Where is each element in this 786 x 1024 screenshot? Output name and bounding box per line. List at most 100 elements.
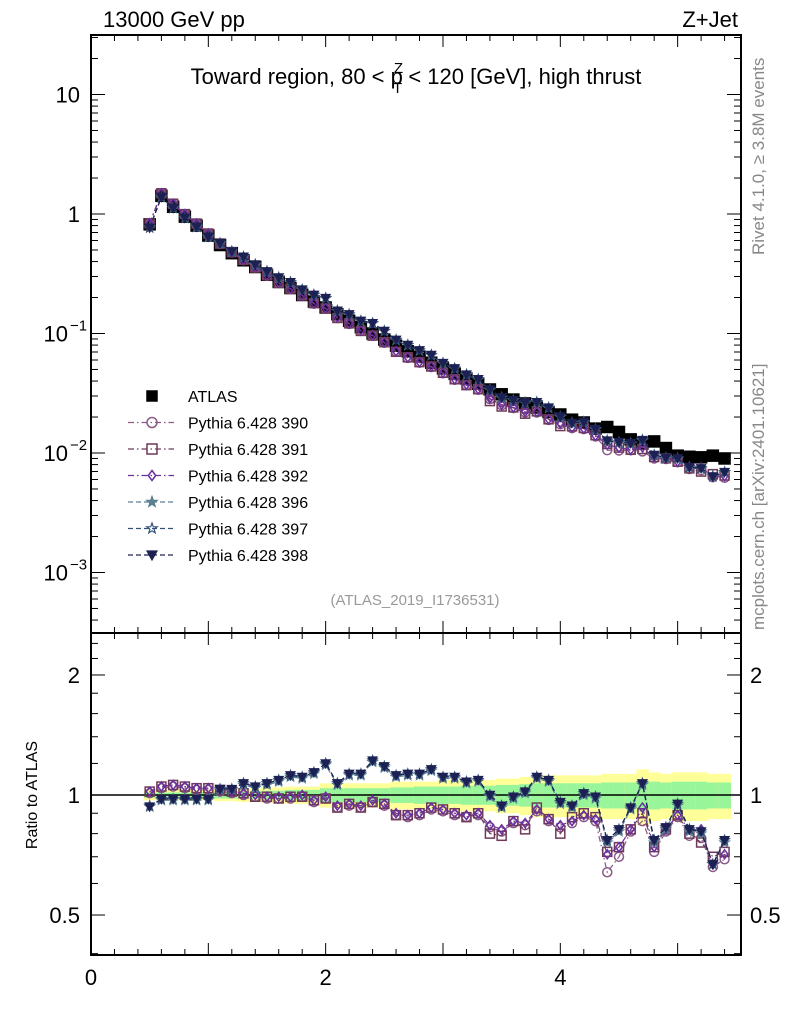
ratio-point-392: [344, 798, 354, 810]
legend-marker: [146, 390, 158, 402]
ratio-point-391: [296, 791, 308, 802]
ratio-point-398: [672, 799, 684, 810]
ratio-point-398: [683, 825, 695, 836]
point-398: [144, 223, 156, 234]
ratio-tick-label-right: 1: [750, 783, 762, 808]
series-line-398: [149, 195, 725, 478]
point-398: [390, 335, 402, 346]
ratio-tick-label-left: 0.5: [49, 903, 80, 928]
point-392: [438, 367, 448, 379]
point-398: [719, 467, 731, 478]
legend-label: Pythia 6.428 390: [188, 416, 308, 433]
ratio-point-398: [719, 836, 731, 846]
point-398: [167, 203, 179, 214]
ratio-point-398: [589, 792, 602, 803]
ratio-point-391: [320, 793, 331, 804]
point-398: [320, 293, 332, 304]
point-398: [507, 395, 519, 406]
ratio-point-392: [591, 813, 600, 825]
legend-marker: [145, 550, 159, 562]
ratio-point-392: [438, 803, 448, 816]
ratio-point-392: [626, 823, 636, 836]
ratio-point-398: [378, 762, 390, 773]
point-392: [509, 401, 518, 414]
ratio-point-391: [519, 824, 531, 835]
point-398: [296, 285, 308, 296]
ratio-point-392: [321, 790, 330, 803]
ratio-point-392: [262, 790, 272, 803]
ratio-point-392: [567, 815, 577, 827]
point-392: [579, 422, 589, 435]
ratio-point-398: [425, 765, 437, 776]
ratio-point-392: [403, 809, 413, 821]
ratio-point-391: [566, 811, 578, 823]
point-398: [249, 260, 261, 271]
point-392: [380, 336, 389, 348]
point-398: [378, 326, 390, 337]
ratio-tick-label-left: 1: [68, 783, 80, 808]
point-392: [403, 351, 413, 364]
point-398: [284, 277, 296, 288]
ratio-point-392: [673, 809, 682, 821]
ratio-point-392: [157, 780, 166, 793]
ratio-point-398: [343, 769, 355, 780]
point-392: [344, 317, 354, 330]
point-398: [695, 464, 707, 474]
ratio-point-398: [155, 794, 167, 805]
point-398: [496, 393, 508, 404]
point-398: [261, 267, 273, 278]
ratio-point-398: [636, 779, 648, 790]
ratio-point-392: [309, 794, 319, 807]
ratio-point-398: [414, 769, 426, 780]
ratio-point-398: [460, 777, 472, 788]
point-392: [532, 406, 542, 418]
point-392: [368, 329, 377, 341]
ratio-point-392: [485, 819, 495, 831]
title-suffix: < 120 [GeV], high thrust: [402, 64, 641, 89]
point-398: [179, 213, 191, 224]
point-398: [425, 350, 437, 361]
ratio-point-398: [261, 779, 273, 790]
ratio-point-398: [167, 794, 179, 805]
ratio-point-392: [520, 817, 530, 829]
point-398: [589, 424, 602, 435]
y-tick-label: 1: [68, 202, 80, 227]
ratio-point-392: [297, 789, 307, 801]
legend-label: Pythia 6.428 398: [188, 548, 308, 565]
side-text-bottom: mcplots.cern.ch [arXiv:2401.10621]: [749, 364, 768, 630]
series-line-391: [149, 192, 725, 477]
ratio-plot-frame: [90, 632, 742, 956]
point-398: [660, 453, 672, 464]
x-tick-label: 0: [85, 965, 97, 990]
point-398: [625, 438, 637, 449]
series-line-392: [149, 192, 725, 478]
point-398: [531, 397, 543, 408]
point-392: [356, 324, 366, 337]
legend-label: ATLAS: [188, 389, 238, 406]
ratio-tick-label-left: 2: [68, 663, 80, 688]
ratio-point-398: [707, 860, 719, 871]
point-398: [578, 417, 590, 428]
ratio-point-398: [390, 771, 402, 782]
ratio-point-391: [601, 846, 613, 858]
atlas-data-point: [706, 449, 720, 462]
ratio-point-398: [202, 794, 214, 805]
ratio-point-392: [544, 813, 553, 825]
point-398: [355, 316, 367, 327]
legend-marker: [146, 416, 158, 429]
atlas-data-point: [647, 435, 661, 448]
point-398: [648, 450, 660, 461]
point-398: [519, 398, 531, 409]
point-398: [226, 247, 238, 258]
ratio-point-398: [214, 784, 226, 795]
ratio-point-392: [720, 848, 729, 861]
point-398: [613, 438, 625, 448]
title-sup: Z: [394, 60, 403, 77]
point-398: [308, 290, 320, 301]
point-398: [543, 403, 555, 414]
ratio-point-398: [320, 759, 332, 770]
ratio-point-392: [356, 799, 366, 812]
point-398: [331, 306, 343, 317]
point-398: [683, 462, 695, 473]
